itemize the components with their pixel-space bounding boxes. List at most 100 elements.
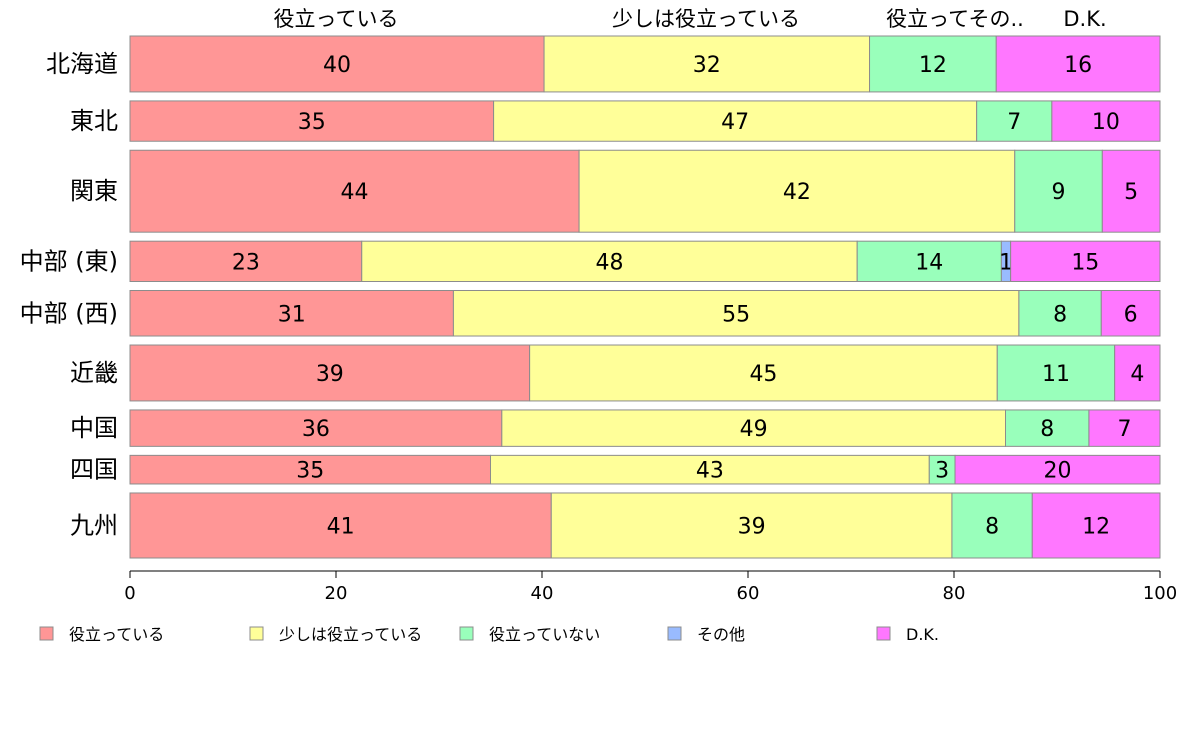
bar-segment	[996, 344, 1116, 402]
column-headers: 役立っている 少しは役立っている 役立ってその.. D.K.	[274, 7, 1107, 31]
bar-segment	[361, 240, 858, 282]
legend-item: D.K.	[876, 625, 939, 644]
data-label: 7	[1007, 110, 1021, 135]
bar-row: 北海道 40 32 12 16	[46, 35, 1161, 93]
bar-segment	[501, 409, 1006, 447]
data-label: 41	[327, 514, 355, 539]
x-tick-label: 80	[943, 583, 966, 604]
bar-segment	[1101, 149, 1161, 233]
data-label: 5	[1124, 180, 1138, 205]
bar-row: 四国 35 43 3 20	[70, 454, 1161, 485]
category-label: 東北	[70, 107, 118, 135]
data-label: 4	[1130, 362, 1144, 387]
bar-segment	[129, 289, 454, 337]
data-label: 12	[1082, 514, 1110, 539]
bar-row: 近畿 39 45 11 4	[70, 344, 1161, 402]
data-label: 9	[1052, 180, 1066, 205]
bar-segment	[976, 100, 1053, 142]
legend-swatch	[249, 626, 264, 641]
bar-segment	[452, 289, 1020, 337]
bar-row: 中国 36 49 8 7	[70, 409, 1161, 447]
data-label: 48	[595, 250, 623, 275]
bar-row: 中部 (東) 23 48 14 1 15	[20, 240, 1161, 282]
column-header: 役立ってその..	[886, 7, 1024, 31]
data-label: 35	[298, 110, 326, 135]
bar-segment	[129, 454, 491, 485]
data-label: 8	[1040, 417, 1054, 442]
bar-segment	[129, 344, 531, 402]
data-label: 43	[696, 459, 724, 484]
data-label: 35	[296, 459, 324, 484]
data-label: 44	[341, 180, 369, 205]
category-label: 中国	[70, 414, 118, 442]
data-label: 55	[722, 302, 750, 327]
data-label: 49	[740, 417, 768, 442]
category-label: 中部 (西)	[20, 299, 118, 327]
legend-swatch	[667, 626, 682, 641]
legend-swatch	[459, 626, 474, 641]
column-header: 役立っている	[274, 7, 399, 31]
bar-row: 東北 35 47 7 10	[70, 100, 1161, 142]
legend-item: 少しは役立っている	[249, 625, 422, 644]
data-label: 12	[919, 53, 947, 78]
data-label: 39	[738, 514, 766, 539]
category-label: 近畿	[70, 359, 118, 387]
data-label: 3	[935, 459, 949, 484]
data-label: 47	[721, 110, 749, 135]
column-header: D.K.	[1063, 7, 1106, 31]
bar-segment	[1051, 100, 1161, 142]
category-label: 中部 (東)	[20, 247, 118, 275]
bar-segment	[129, 492, 552, 559]
bar-segment	[129, 240, 363, 282]
x-tick-label: 0	[124, 583, 135, 604]
data-label: 39	[316, 362, 344, 387]
data-label: 42	[783, 180, 811, 205]
data-label: 20	[1044, 459, 1072, 484]
data-label: 40	[323, 53, 351, 78]
bar-row: 中部 (西) 31 55 8 6	[20, 289, 1161, 337]
data-label: 36	[302, 417, 330, 442]
data-label: 1	[999, 250, 1013, 275]
legend: 役立っている 少しは役立っている 役立っていない その他 D.K.	[39, 625, 939, 644]
data-label: 7	[1117, 417, 1131, 442]
data-label: 8	[1053, 302, 1067, 327]
legend-label: 役立っている	[69, 625, 164, 644]
category-label: 北海道	[46, 50, 118, 78]
category-label: 九州	[70, 511, 118, 539]
data-label: 23	[232, 250, 260, 275]
bar-segment	[129, 149, 580, 233]
legend-item: 役立っている	[39, 625, 164, 644]
column-header: 少しは役立っている	[612, 7, 800, 31]
bar-row: 九州 41 39 8 12	[70, 492, 1161, 559]
x-tick-label: 60	[737, 583, 760, 604]
data-label: 8	[985, 514, 999, 539]
bar-segment	[129, 100, 495, 142]
x-tick-label: 20	[325, 583, 348, 604]
category-label: 関東	[70, 177, 118, 205]
data-label: 16	[1064, 53, 1092, 78]
bar-row: 関東 44 42 9 5	[70, 149, 1161, 233]
bar-segment	[928, 454, 956, 485]
bar-segment	[951, 492, 1033, 559]
bar-segment	[129, 35, 545, 93]
legend-item: 役立っていない	[459, 625, 600, 644]
data-label: 6	[1124, 302, 1138, 327]
x-tick-label: 100	[1143, 583, 1177, 604]
bar-segment	[1010, 240, 1161, 282]
bar-segment	[550, 492, 953, 559]
bar-segment	[1018, 289, 1102, 337]
legend-label: その他	[697, 625, 745, 644]
legend-label: 少しは役立っている	[279, 625, 422, 644]
data-label: 11	[1042, 362, 1070, 387]
bar-segment	[869, 35, 997, 93]
bar-segment	[1100, 289, 1161, 337]
data-label: 31	[278, 302, 306, 327]
category-label: 四国	[70, 456, 118, 484]
bar-segment	[578, 149, 1016, 233]
bar-segment	[543, 35, 871, 93]
legend-swatch	[876, 626, 891, 641]
bar-segment	[995, 35, 1161, 93]
data-label: 15	[1071, 250, 1099, 275]
